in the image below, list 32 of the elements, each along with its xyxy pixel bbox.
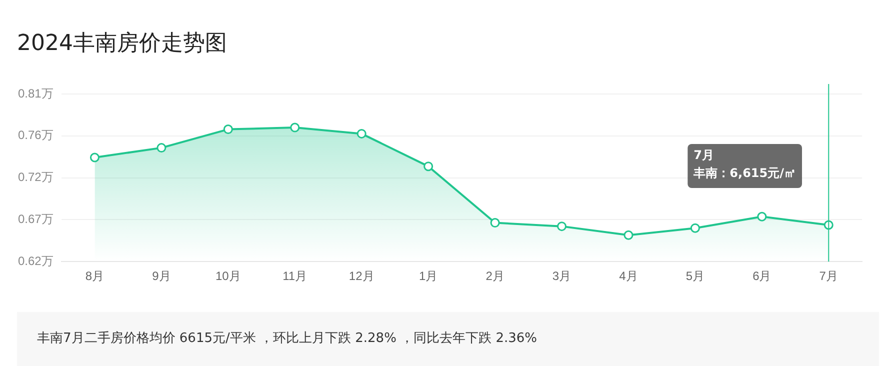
point <box>690 223 700 233</box>
x-tick-label: 3月 <box>552 269 572 284</box>
x-tick-label: 2月 <box>486 269 504 284</box>
point <box>290 122 300 132</box>
y-tick-label: 0.67万 <box>18 212 54 226</box>
x-tick-label: 1月 <box>418 269 438 284</box>
point <box>356 128 366 138</box>
x-tick-label: 9月 <box>152 269 171 284</box>
x-tick-label: 6月 <box>752 269 772 284</box>
x-tick-label: 5月 <box>686 269 705 284</box>
point <box>424 162 434 172</box>
x-tick-label: 12月 <box>348 269 374 284</box>
point <box>624 230 634 240</box>
point <box>223 124 233 134</box>
x-tick-label: 4月 <box>619 269 638 284</box>
y-tick-label: 0.81万 <box>18 86 54 100</box>
point <box>757 212 767 222</box>
annotation: 丰南：6,615元/㎡ <box>692 166 796 180</box>
y-tick-label: 0.72万 <box>18 170 54 184</box>
text: 丰南7月二手房价格均价 6615元/平米 ，环比上月下跌 2.28% ，同比去年下跌 2.36% <box>17 312 879 366</box>
x-tick-label: 8月 <box>85 269 104 284</box>
x-tick-label: 11月 <box>282 269 308 284</box>
chart-title: 2024丰南房价走势图 <box>17 30 227 58</box>
point <box>490 218 500 228</box>
point <box>90 152 100 162</box>
y-tick-label: 0.62万 <box>18 254 54 268</box>
x-tick-label: 7月 <box>819 269 838 284</box>
x-tick-label: 10月 <box>215 269 241 284</box>
annotation: 7月 <box>694 148 714 162</box>
point <box>557 222 567 232</box>
y-tick-label: 0.76万 <box>18 128 54 142</box>
point <box>156 143 166 153</box>
